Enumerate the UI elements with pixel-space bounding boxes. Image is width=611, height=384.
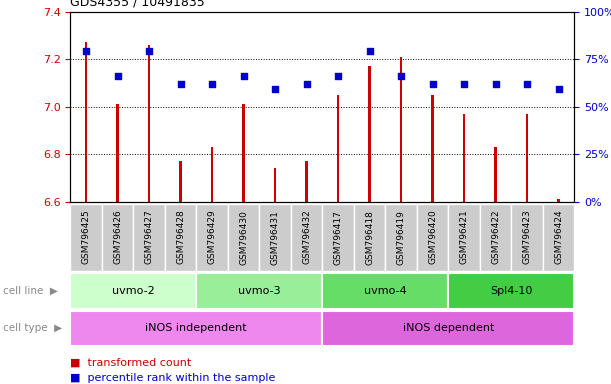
Bar	[85, 42, 87, 202]
Point	[81, 48, 91, 55]
Bar	[368, 66, 371, 202]
Bar	[494, 147, 497, 202]
FancyBboxPatch shape	[448, 273, 574, 309]
Bar	[274, 168, 276, 202]
Point	[144, 48, 154, 55]
FancyBboxPatch shape	[417, 204, 448, 271]
Text: GSM796424: GSM796424	[554, 210, 563, 265]
Text: GDS4355 / 10491835: GDS4355 / 10491835	[70, 0, 205, 9]
Point	[175, 81, 185, 87]
Bar	[463, 114, 466, 202]
FancyBboxPatch shape	[354, 204, 386, 271]
Text: GSM796420: GSM796420	[428, 210, 437, 265]
FancyBboxPatch shape	[386, 204, 417, 271]
Text: GSM796427: GSM796427	[145, 210, 153, 265]
FancyBboxPatch shape	[480, 204, 511, 271]
FancyBboxPatch shape	[511, 204, 543, 271]
Point	[396, 73, 406, 79]
Text: iNOS independent: iNOS independent	[145, 323, 247, 333]
Point	[428, 81, 437, 87]
Bar	[211, 147, 213, 202]
FancyBboxPatch shape	[165, 204, 196, 271]
FancyBboxPatch shape	[259, 204, 291, 271]
Text: ■  transformed count: ■ transformed count	[70, 358, 191, 368]
Text: iNOS dependent: iNOS dependent	[403, 323, 494, 333]
Text: uvmo-3: uvmo-3	[238, 286, 280, 296]
Bar	[557, 199, 560, 202]
Text: GSM796432: GSM796432	[302, 210, 311, 265]
Text: GSM796417: GSM796417	[334, 210, 343, 265]
FancyBboxPatch shape	[291, 204, 323, 271]
Text: GSM796422: GSM796422	[491, 210, 500, 265]
Text: GSM796421: GSM796421	[459, 210, 469, 265]
Bar	[431, 95, 434, 202]
Point	[459, 81, 469, 87]
Text: GSM796428: GSM796428	[176, 210, 185, 265]
Point	[270, 86, 280, 93]
Bar	[148, 45, 150, 202]
Point	[112, 73, 122, 79]
FancyBboxPatch shape	[102, 204, 133, 271]
Bar	[116, 104, 119, 202]
FancyBboxPatch shape	[448, 204, 480, 271]
FancyBboxPatch shape	[70, 311, 323, 346]
Text: uvmo-4: uvmo-4	[364, 286, 407, 296]
Point	[554, 86, 563, 93]
FancyBboxPatch shape	[70, 273, 196, 309]
Text: uvmo-2: uvmo-2	[112, 286, 155, 296]
FancyBboxPatch shape	[323, 273, 448, 309]
Text: cell type  ▶: cell type ▶	[3, 323, 62, 333]
Point	[239, 73, 249, 79]
Bar	[179, 161, 182, 202]
Point	[302, 81, 312, 87]
Text: GSM796418: GSM796418	[365, 210, 374, 265]
Bar	[306, 161, 308, 202]
FancyBboxPatch shape	[133, 204, 165, 271]
Text: GSM796430: GSM796430	[239, 210, 248, 265]
FancyBboxPatch shape	[196, 204, 228, 271]
FancyBboxPatch shape	[70, 204, 102, 271]
Point	[522, 81, 532, 87]
FancyBboxPatch shape	[543, 204, 574, 271]
Text: ■  percentile rank within the sample: ■ percentile rank within the sample	[70, 373, 276, 383]
FancyBboxPatch shape	[323, 204, 354, 271]
Bar	[243, 104, 245, 202]
FancyBboxPatch shape	[228, 204, 259, 271]
FancyBboxPatch shape	[196, 273, 323, 309]
Text: cell line  ▶: cell line ▶	[3, 286, 58, 296]
Text: GSM796419: GSM796419	[397, 210, 406, 265]
Text: GSM796426: GSM796426	[113, 210, 122, 265]
Point	[491, 81, 500, 87]
Bar	[400, 57, 402, 202]
FancyBboxPatch shape	[323, 311, 574, 346]
Text: GSM796429: GSM796429	[208, 210, 216, 265]
Bar	[526, 114, 529, 202]
Text: GSM796423: GSM796423	[522, 210, 532, 265]
Text: Spl4-10: Spl4-10	[490, 286, 533, 296]
Text: GSM796425: GSM796425	[81, 210, 90, 265]
Point	[207, 81, 217, 87]
Point	[333, 73, 343, 79]
Point	[365, 48, 375, 55]
Bar	[337, 95, 339, 202]
Text: GSM796431: GSM796431	[271, 210, 280, 265]
